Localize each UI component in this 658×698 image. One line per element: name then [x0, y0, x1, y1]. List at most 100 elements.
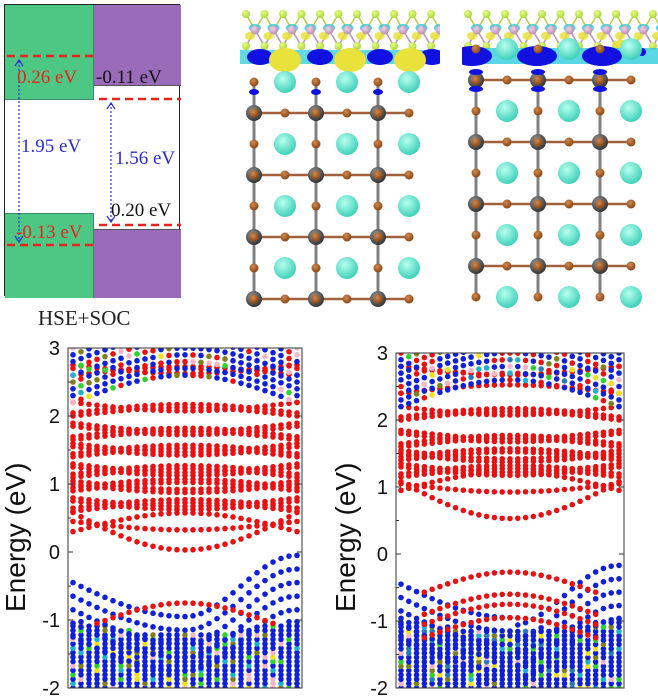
band-point	[561, 619, 568, 626]
band-point	[254, 466, 260, 473]
band-point	[491, 353, 498, 357]
band-point	[421, 451, 428, 458]
band-point	[214, 407, 220, 413]
band-point	[142, 645, 148, 652]
band-point	[86, 364, 92, 370]
band-point	[94, 521, 100, 528]
band-point	[569, 680, 576, 687]
band-point	[142, 446, 148, 453]
band-point	[262, 368, 268, 375]
band-point	[538, 488, 544, 494]
chalcogen-atom	[371, 42, 380, 50]
band-point	[522, 632, 529, 639]
band-point	[190, 654, 196, 660]
band-point	[286, 553, 292, 559]
band-point	[254, 645, 260, 652]
band-point	[118, 369, 124, 375]
band-point	[278, 582, 284, 589]
band-point	[476, 359, 482, 366]
band-point	[429, 608, 435, 615]
band-point	[214, 656, 220, 663]
band-point	[222, 637, 228, 643]
band-point	[476, 366, 482, 372]
band-point	[514, 675, 521, 682]
band-point	[286, 348, 292, 355]
band-point	[110, 663, 116, 669]
band-point	[278, 432, 284, 438]
band-point	[507, 353, 513, 356]
band-point	[278, 503, 284, 510]
band-point	[437, 485, 443, 491]
band-point	[118, 486, 124, 493]
band-point	[158, 489, 164, 495]
halide-atom	[595, 261, 605, 271]
band-point	[78, 507, 84, 514]
band-point	[294, 495, 300, 501]
band-point	[522, 382, 529, 388]
band-point	[254, 378, 260, 384]
band-point	[437, 468, 443, 475]
band-point	[507, 569, 513, 575]
band-point	[514, 646, 521, 652]
band-point	[262, 409, 268, 416]
band-point	[118, 469, 124, 476]
band-point	[174, 640, 180, 647]
band-point	[254, 685, 260, 688]
band-point	[499, 667, 506, 674]
cation-atom	[398, 71, 420, 93]
band-point	[182, 649, 188, 656]
band-point	[491, 614, 498, 620]
band-point	[499, 680, 506, 687]
band-point	[468, 436, 474, 443]
band-point	[577, 408, 583, 414]
band-point	[546, 471, 552, 477]
band-point	[585, 367, 591, 373]
band-point	[214, 502, 220, 509]
band-point	[174, 404, 180, 411]
band-point	[102, 353, 108, 360]
band-point	[561, 470, 568, 476]
band-point	[118, 614, 124, 621]
band-point	[230, 603, 236, 610]
band-point	[592, 466, 599, 473]
band-point	[174, 465, 180, 472]
band-point	[102, 654, 108, 660]
band-point	[270, 383, 276, 390]
perovskite-lattice	[246, 71, 420, 307]
band-point	[78, 482, 84, 488]
band-point	[270, 613, 276, 620]
cation-atom	[336, 133, 358, 155]
band-point	[166, 373, 172, 379]
chalcogen-atom	[630, 10, 639, 18]
band-point	[254, 371, 260, 378]
metal-atom	[361, 25, 371, 35]
band-point	[246, 654, 252, 660]
band-point	[468, 659, 474, 665]
band-point	[238, 636, 244, 643]
band-point	[190, 658, 196, 665]
band-point	[398, 356, 404, 363]
band-point	[222, 676, 228, 682]
band-point	[270, 484, 276, 490]
chalcogen-atom	[556, 10, 565, 18]
band-point	[238, 671, 244, 678]
band-point	[254, 627, 260, 634]
halide-atom	[595, 168, 605, 178]
band-point	[507, 377, 513, 383]
left-vbm-offset-label: -0.13 eV	[16, 222, 83, 243]
band-point	[126, 515, 132, 522]
band-point	[577, 579, 583, 586]
band-point	[592, 672, 599, 678]
band-point	[421, 611, 428, 618]
band-point	[507, 663, 513, 670]
band-point	[444, 501, 451, 508]
band-point	[585, 587, 591, 593]
band-point	[429, 632, 435, 638]
band-point	[592, 619, 599, 626]
band-point	[460, 454, 467, 460]
band-point	[94, 676, 100, 682]
band-point	[214, 471, 220, 478]
band-point	[126, 536, 132, 542]
chalcogen-atom	[353, 10, 361, 18]
band-point	[600, 412, 607, 418]
